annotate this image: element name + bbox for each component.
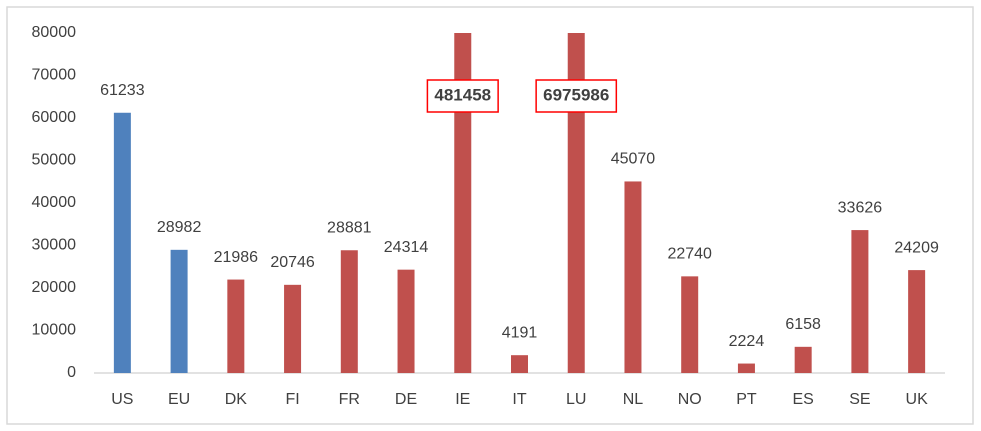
y-tick-label: 0 xyxy=(67,364,76,381)
bar xyxy=(681,276,699,373)
x-tick-label: FR xyxy=(339,391,360,408)
x-tick-label: IE xyxy=(455,391,470,408)
bar xyxy=(170,249,188,373)
x-tick-label: NL xyxy=(623,391,644,408)
y-tick-label: 50000 xyxy=(32,152,77,169)
value-label: 481458 xyxy=(434,85,491,104)
value-label: 20746 xyxy=(270,254,315,271)
value-label: 6158 xyxy=(785,316,821,333)
x-tick-label: US xyxy=(111,391,133,408)
x-tick-label: PT xyxy=(736,391,757,408)
y-tick-label: 80000 xyxy=(32,24,77,41)
value-label: 33626 xyxy=(838,199,883,216)
value-label: 2224 xyxy=(729,333,765,350)
x-tick-label: ES xyxy=(792,391,813,408)
x-tick-label: LU xyxy=(566,391,586,408)
value-label: 28982 xyxy=(157,219,202,236)
bar xyxy=(737,363,755,373)
value-label: 4191 xyxy=(502,324,538,341)
value-label: 24314 xyxy=(384,239,429,256)
x-tick-label: DK xyxy=(225,391,248,408)
value-label: 21986 xyxy=(214,249,259,266)
bar xyxy=(908,270,926,373)
bar xyxy=(794,346,812,373)
x-tick-label: EU xyxy=(168,391,190,408)
bar xyxy=(454,33,472,373)
bar xyxy=(851,230,869,373)
bars xyxy=(113,33,926,373)
y-tick-label: 20000 xyxy=(32,279,77,296)
value-label: 22740 xyxy=(667,246,712,263)
x-tick-label: SE xyxy=(849,391,870,408)
bar xyxy=(227,279,245,373)
bar xyxy=(284,284,302,373)
value-label: 45070 xyxy=(611,151,656,168)
bar xyxy=(624,181,642,373)
x-tick-label: NO xyxy=(678,391,702,408)
x-tick-label: IT xyxy=(512,391,526,408)
bar xyxy=(511,355,528,373)
bar xyxy=(113,112,131,373)
y-tick-label: 60000 xyxy=(32,109,77,126)
value-label: 61233 xyxy=(100,82,145,99)
bar xyxy=(567,33,585,373)
bar xyxy=(397,269,415,373)
x-tick-label: UK xyxy=(906,391,929,408)
value-label: 28881 xyxy=(327,219,372,236)
y-tick-label: 10000 xyxy=(32,322,77,339)
y-tick-label: 70000 xyxy=(32,67,77,84)
value-label: 24209 xyxy=(894,239,939,256)
x-tick-label: DE xyxy=(395,391,417,408)
bar xyxy=(340,250,358,373)
y-tick-label: 40000 xyxy=(32,194,77,211)
value-label-box xyxy=(426,79,499,113)
value-label: 6975986 xyxy=(543,85,609,104)
value-label-box xyxy=(535,79,618,113)
chart-border xyxy=(6,6,974,425)
y-tick-label: 30000 xyxy=(32,237,77,254)
x-tick-label: FI xyxy=(285,391,299,408)
